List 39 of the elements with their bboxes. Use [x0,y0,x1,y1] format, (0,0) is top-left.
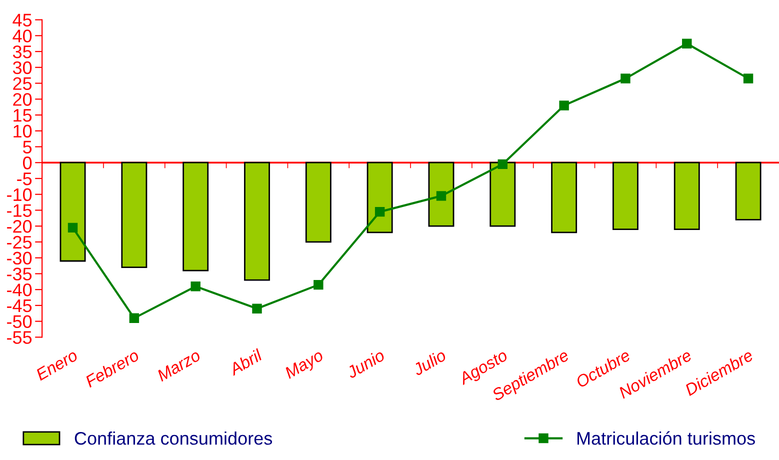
point [129,313,140,323]
y-tick-label: 40 [12,30,32,42]
y-tick-label: 15 [14,109,32,122]
y-tick-label: -40 [7,284,32,296]
point [68,222,78,233]
y-tick-label: -55 [7,331,32,344]
y-tick-label: -25 [7,236,32,249]
point [620,74,630,84]
y-tick-label: 30 [12,61,32,74]
y-tick-label: -35 [7,268,32,280]
point [743,74,754,84]
y-tick-label: -50 [7,315,32,328]
y-tick-label: -15 [7,204,32,217]
point [682,38,692,48]
y-tick-label: -20 [7,220,32,233]
y-tick-label: 5 [23,140,32,154]
y-tick-label: -5 [17,172,32,186]
legend-label: Matriculación turismos [577,431,755,445]
y-tick-label: 10 [14,124,32,138]
point [498,159,508,170]
point [252,304,262,314]
x-tick-label: Mayo [284,349,326,382]
point [559,100,569,110]
x-tick-label: Abril [227,348,264,376]
x-tick-label: Julio [412,348,447,376]
y-tick-label: -45 [7,300,32,312]
y-tick-label: -10 [7,188,32,202]
point [314,280,324,290]
y-tick-label: 20 [13,93,32,106]
y-tick-label: 0 [23,156,32,170]
x-tick-label: Junio [345,348,386,379]
y-tick-label: 25 [13,77,32,90]
y-tick-label: 35 [12,45,32,58]
point [190,282,200,292]
point [436,191,446,201]
y-tick-label: -30 [7,252,32,265]
y-tick-label: 45 [12,14,32,26]
legend-label: Confianza consumidores [74,432,272,445]
point [374,206,385,217]
